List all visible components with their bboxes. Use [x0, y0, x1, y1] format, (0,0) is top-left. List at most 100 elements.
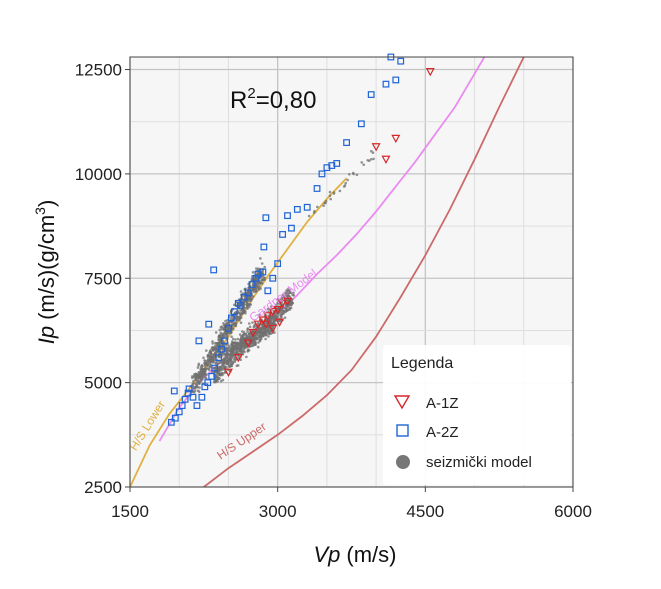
a2z-point: [234, 299, 242, 307]
model-point: [273, 319, 277, 322]
model-point: [267, 335, 270, 338]
model-point: [280, 315, 283, 319]
model-point: [229, 356, 232, 359]
curve-h-s-lower: [130, 177, 348, 487]
a2z-point: [252, 274, 260, 282]
model-point: [235, 349, 238, 353]
a2z-point: [262, 214, 270, 222]
model-point: [223, 358, 226, 361]
model-point: [241, 342, 244, 346]
model-point: [269, 305, 273, 308]
model-point: [226, 332, 230, 335]
model-point: [204, 376, 207, 380]
model-point: [332, 191, 336, 194]
model-point: [260, 262, 264, 265]
model-point: [268, 332, 271, 336]
model-point: [223, 365, 227, 368]
model-point: [291, 301, 295, 305]
model-point: [235, 319, 238, 322]
model-point: [261, 330, 265, 334]
model-point: [218, 339, 221, 342]
model-point: [238, 315, 241, 319]
model-point: [238, 339, 242, 342]
a2z-point: [171, 414, 179, 422]
model-point: [227, 360, 230, 363]
a1z-points: [223, 68, 435, 377]
model-point: [236, 337, 240, 341]
model-point: [230, 315, 233, 319]
legend-box: [383, 345, 571, 485]
a2z-point: [318, 170, 326, 178]
model-point: [369, 158, 373, 161]
model-point: [259, 329, 262, 333]
model-point: [219, 365, 222, 369]
a2z-point: [284, 212, 291, 220]
model-point: [260, 278, 264, 282]
model-point: [252, 288, 255, 292]
model-point: [211, 355, 215, 358]
model-point: [239, 290, 243, 293]
model-point: [229, 362, 233, 366]
model-point: [239, 313, 243, 316]
a2z-point: [178, 402, 186, 409]
model-point: [245, 303, 248, 306]
model-point: [316, 205, 319, 209]
model-point: [195, 382, 198, 386]
a1z-point: [248, 328, 258, 338]
model-point: [197, 382, 201, 385]
model-point: [360, 161, 364, 164]
legend-label-a2z: A-2Z: [426, 424, 459, 441]
a2z-point: [181, 395, 189, 403]
plot-frame: [129, 56, 574, 488]
a2z-point: [205, 320, 213, 328]
model-point: [251, 321, 254, 324]
model-point: [216, 380, 220, 383]
model-point: [285, 291, 288, 295]
model-point: [263, 265, 267, 269]
model-point: [239, 321, 243, 325]
model-point: [255, 333, 259, 337]
model-point: [200, 364, 204, 367]
model-point: [241, 350, 244, 353]
model-point: [289, 306, 293, 310]
a1z-point: [261, 320, 271, 329]
model-point: [256, 345, 260, 349]
a2z-point: [215, 354, 223, 361]
model-point: [344, 181, 348, 185]
model-point: [214, 331, 218, 334]
a2z-point: [279, 231, 286, 238]
model-point: [225, 353, 229, 357]
model-point: [210, 346, 214, 350]
model-point: [197, 377, 201, 380]
model-point: [228, 326, 232, 330]
model-point: [234, 310, 238, 314]
model-point: [276, 307, 280, 311]
model-point: [264, 337, 267, 341]
a2z-point: [392, 76, 400, 84]
model-point: [193, 389, 197, 393]
model-point: [190, 375, 194, 378]
a2z-points: [167, 53, 405, 426]
x-tick-label: 3000: [259, 502, 297, 521]
model-point: [276, 315, 280, 319]
model-point: [241, 330, 244, 333]
model-point: [256, 337, 259, 341]
a2z-point: [244, 289, 252, 297]
model-point: [249, 298, 252, 301]
a2z-point: [323, 164, 331, 172]
a1z-point: [223, 368, 233, 377]
a2z-point: [382, 80, 390, 88]
x-tick-label: 6000: [554, 502, 592, 521]
model-point: [244, 332, 248, 336]
model-point: [225, 334, 229, 338]
a2z-point: [288, 224, 295, 232]
model-point: [211, 342, 214, 345]
model-point: [342, 185, 346, 188]
a2z-point: [236, 301, 244, 309]
model-point: [197, 372, 201, 376]
model-point: [276, 301, 280, 305]
x-tick-label: 1500: [111, 502, 149, 521]
model-point: [281, 312, 284, 316]
a2z-point: [218, 345, 225, 353]
model-point: [246, 307, 249, 310]
